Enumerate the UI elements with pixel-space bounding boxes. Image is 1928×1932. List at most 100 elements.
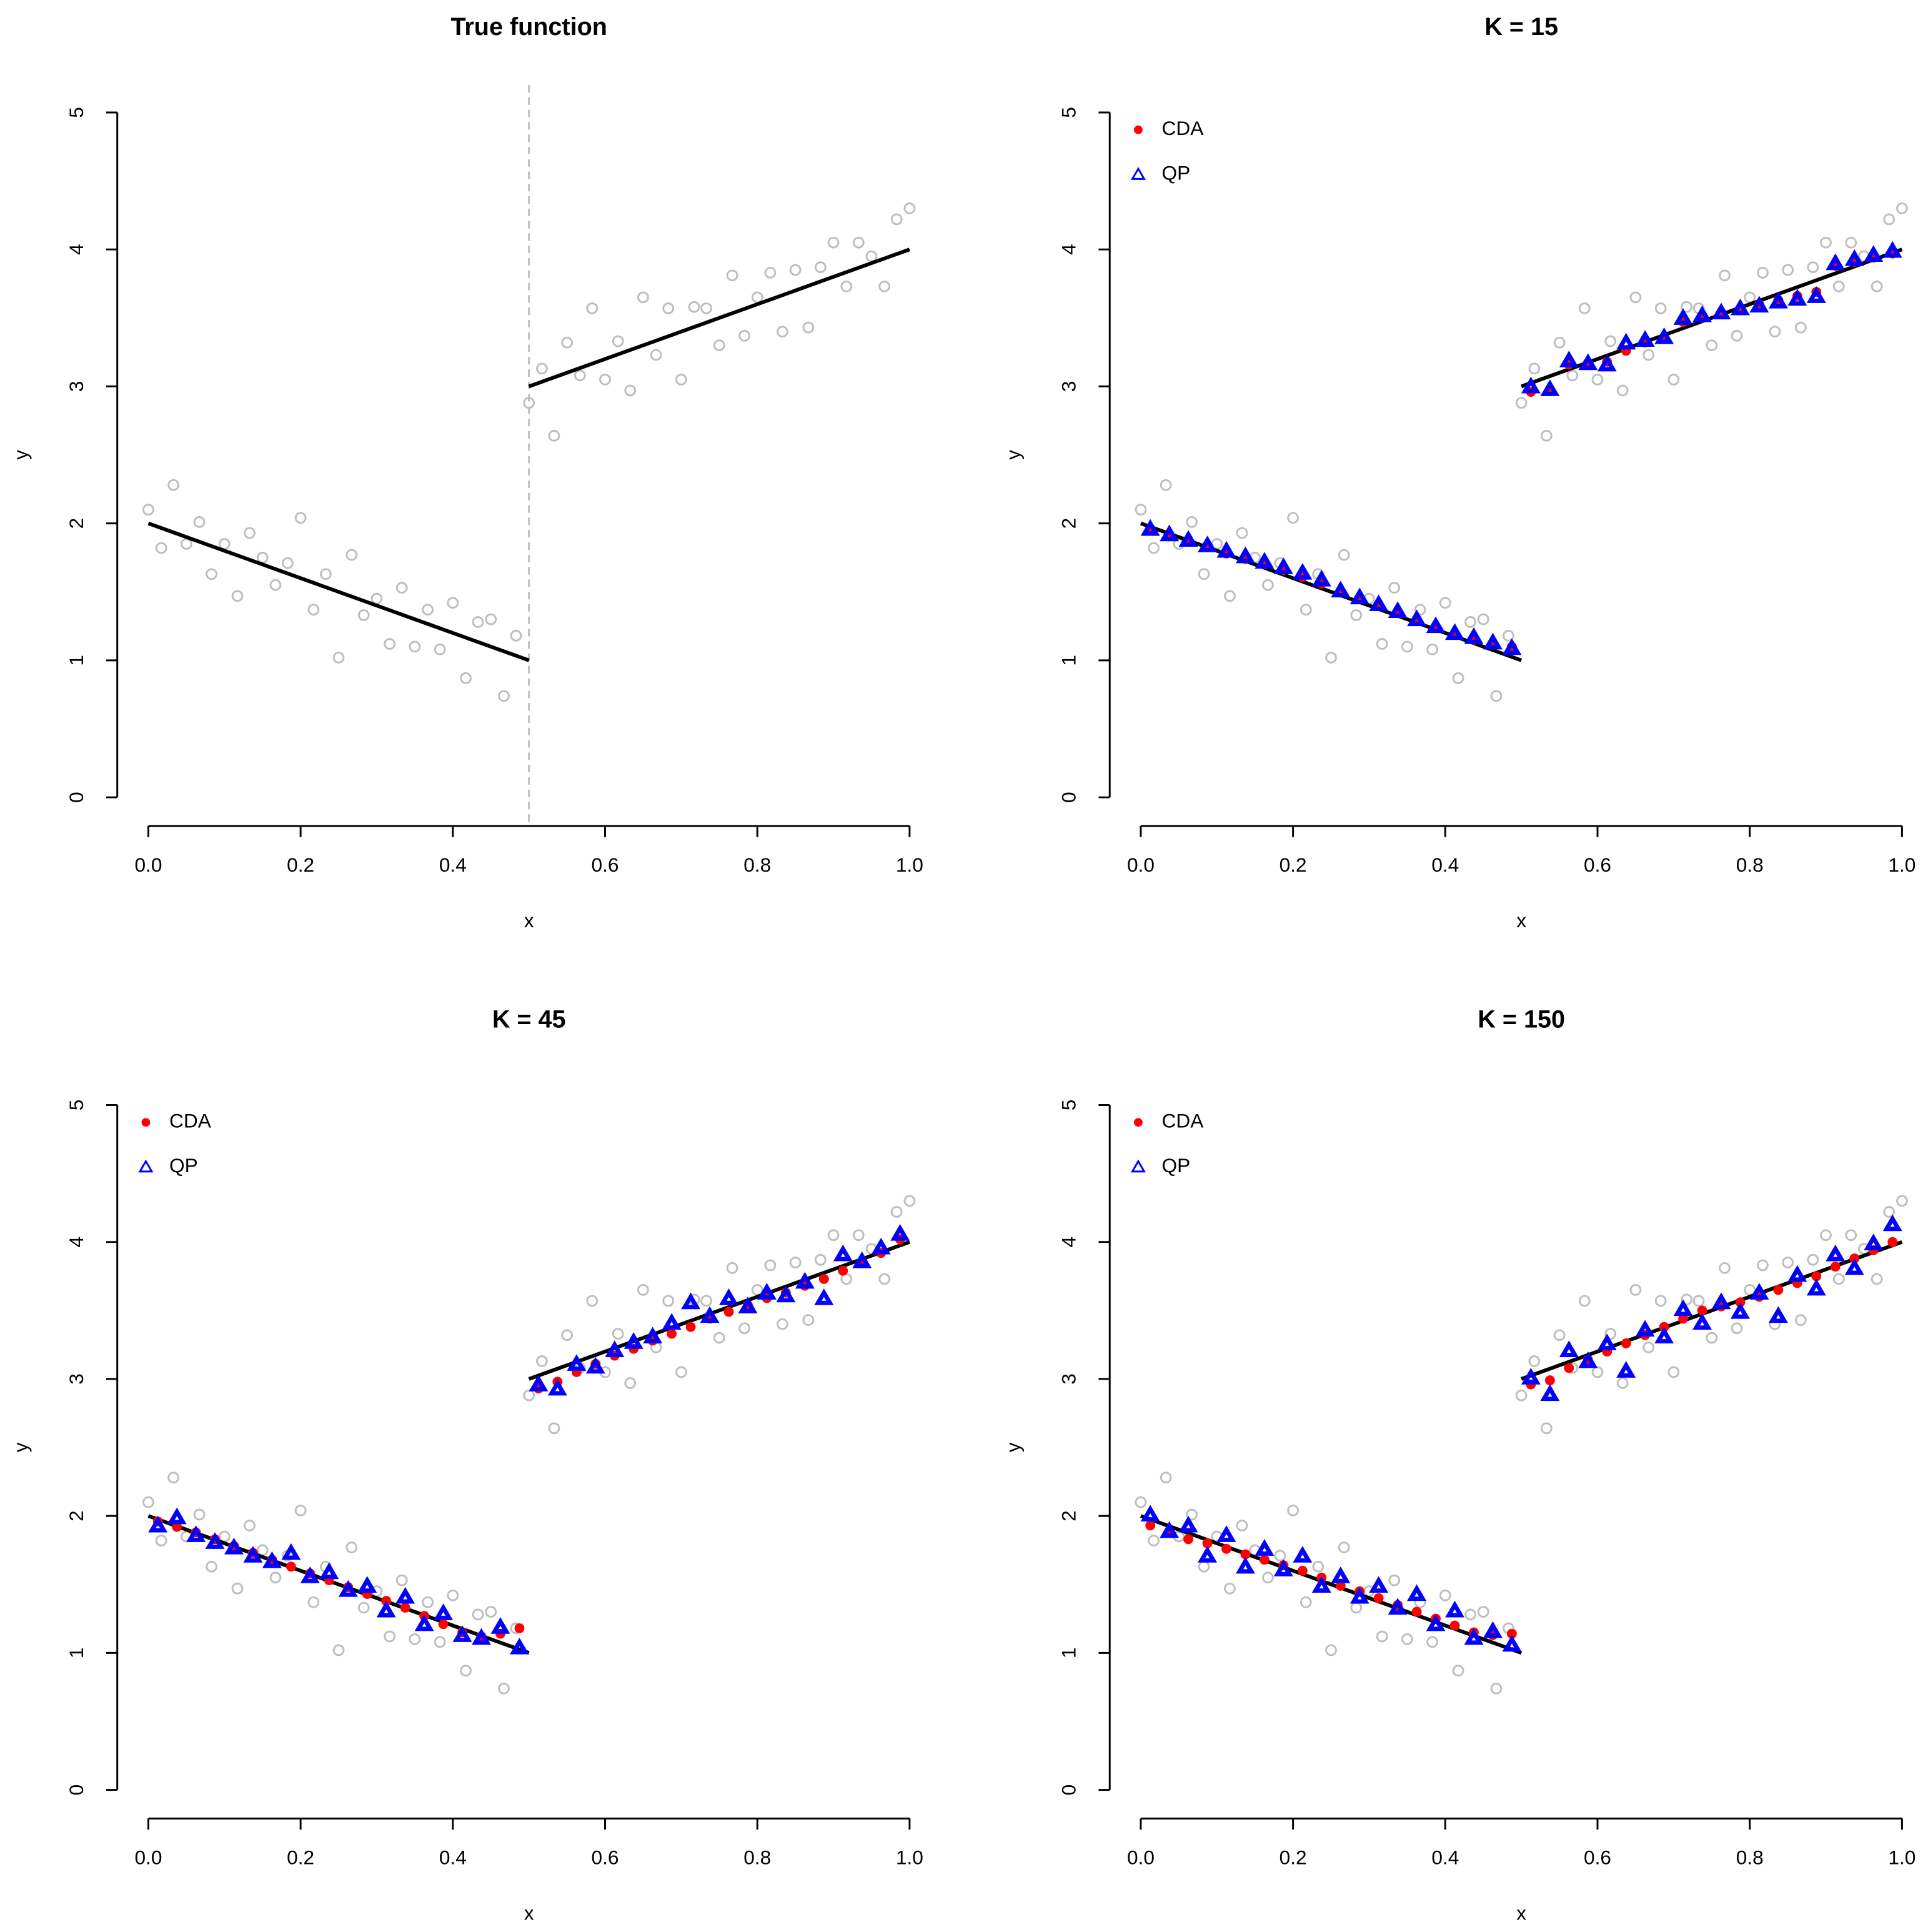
x-tick-label: 0.2	[287, 854, 314, 876]
observation	[1616, 384, 1629, 397]
observation	[244, 527, 256, 539]
qp-point	[1559, 351, 1579, 367]
qp-point	[1369, 594, 1389, 612]
observation	[1553, 336, 1566, 349]
observation	[599, 374, 611, 386]
observation	[1236, 1520, 1248, 1531]
observation	[650, 349, 662, 361]
y-tick-label: 3	[1057, 1373, 1080, 1385]
observation	[1426, 643, 1439, 655]
legend-key	[1134, 1118, 1143, 1127]
observation	[1148, 1535, 1160, 1546]
x-tick-label: 0.6	[1584, 1846, 1611, 1869]
observation	[1896, 1195, 1908, 1207]
cda-point	[1544, 1375, 1555, 1386]
qp-point	[434, 1603, 454, 1620]
qp-point	[262, 1551, 282, 1568]
observation	[1439, 597, 1451, 609]
observation	[1629, 291, 1642, 304]
observation	[1464, 616, 1476, 628]
observation	[802, 321, 815, 334]
observation	[218, 1530, 231, 1543]
observation	[700, 1295, 712, 1307]
qp-point	[1635, 1320, 1655, 1337]
cda-point	[1411, 1606, 1422, 1617]
qp-point	[1502, 1635, 1522, 1652]
y-tick-label: 1	[65, 1648, 87, 1659]
observation	[1578, 1295, 1591, 1307]
x-tick-label: 0.4	[439, 1846, 467, 1869]
y-axis-label: y	[1001, 450, 1024, 460]
observation	[142, 504, 154, 516]
observation	[1160, 1471, 1172, 1484]
x-tick-label: 1.0	[1888, 854, 1916, 876]
observation	[1706, 1332, 1718, 1344]
chart-title: K = 150	[1478, 1005, 1565, 1033]
qp-point	[795, 1272, 815, 1289]
observation	[1388, 1574, 1401, 1586]
qp-point	[852, 1251, 872, 1268]
y-tick-label: 5	[1057, 107, 1080, 118]
observation	[1388, 582, 1401, 594]
observation	[903, 202, 916, 214]
qp-point	[1426, 616, 1446, 634]
y-tick-label: 2	[65, 518, 87, 529]
qp-point	[1160, 524, 1180, 542]
observation	[1198, 1560, 1210, 1573]
observation	[612, 335, 624, 347]
observation	[1731, 329, 1743, 342]
legend-key	[1134, 125, 1143, 134]
qp-point	[1882, 241, 1902, 258]
observation	[1681, 1293, 1692, 1306]
qp-point	[757, 1283, 777, 1300]
observation	[777, 326, 788, 338]
observation	[688, 301, 700, 313]
qp-point	[319, 1562, 339, 1580]
qp-point	[1673, 308, 1693, 325]
observation	[155, 542, 167, 554]
observation	[218, 538, 231, 550]
panel: True function 0.0 0.2 0.4 0.6 0.8 1.0 x 0 1 2 3 4 5 y	[9, 13, 923, 932]
qp-point	[1616, 1361, 1636, 1378]
cda-point	[286, 1561, 296, 1572]
observation	[422, 604, 434, 616]
observation	[357, 1601, 370, 1614]
observation	[1224, 1582, 1236, 1595]
y-tick-label: 0	[1057, 792, 1080, 803]
y-tick-label: 5	[1057, 1100, 1080, 1111]
observation	[764, 267, 777, 279]
observation	[1629, 1284, 1642, 1296]
observation	[1338, 1541, 1350, 1553]
observation	[1299, 1596, 1312, 1608]
observation	[485, 1606, 497, 1618]
panel: K = 150 0.0 0.2 0.4 0.6 0.8 1.0 x 0 1 2 3 4 5 y CDA QP	[1001, 1005, 1916, 1924]
qp-point	[1692, 1313, 1712, 1330]
observation	[890, 213, 903, 226]
observation	[447, 597, 459, 609]
observation	[1376, 638, 1388, 650]
observation	[1731, 1322, 1743, 1335]
observation	[1287, 1504, 1299, 1516]
y-tick-label: 1	[65, 655, 87, 666]
observation	[1616, 1377, 1629, 1389]
cda-point	[1260, 1555, 1270, 1565]
qp-point	[1597, 1333, 1617, 1351]
observation	[624, 1377, 637, 1389]
observation	[395, 582, 408, 594]
qp-point	[1407, 1584, 1427, 1601]
qp-point	[662, 1313, 682, 1330]
observation	[814, 1253, 827, 1266]
observation	[675, 1366, 687, 1378]
observation	[777, 1318, 788, 1330]
observation	[1794, 1314, 1807, 1327]
observation	[256, 1544, 269, 1556]
observation	[1528, 1355, 1541, 1367]
x-tick-label: 0.0	[134, 854, 162, 876]
qp-point	[1464, 627, 1484, 644]
observation	[574, 369, 586, 382]
qp-point	[700, 1306, 720, 1323]
y-tick-label: 2	[1057, 518, 1080, 529]
y-tick-label: 0	[65, 792, 87, 803]
qp-point	[167, 1507, 187, 1525]
